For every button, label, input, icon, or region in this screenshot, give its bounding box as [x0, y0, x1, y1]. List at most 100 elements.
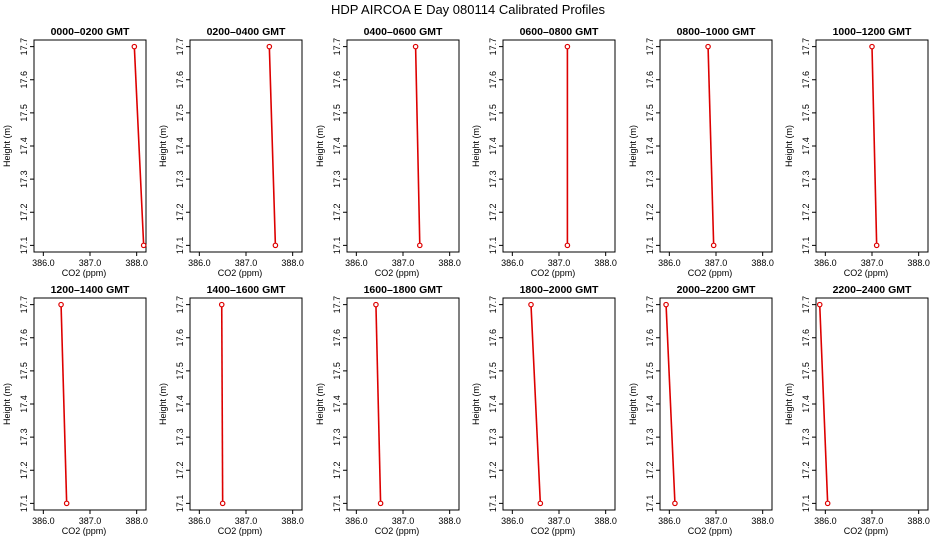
y-tick-label: 17.4: [645, 395, 655, 413]
y-tick-label: 17.7: [645, 296, 655, 314]
x-axis-label: CO2 (ppm): [62, 268, 107, 278]
y-tick-label: 17.3: [332, 170, 342, 188]
x-tick-label: 387.0: [392, 516, 415, 526]
profile-panel: 1600–1800 GMT 386.0 387.0 388.0 17.1 17.2 17.3…: [315, 284, 461, 536]
plot-frame: [189, 39, 303, 253]
y-tick-label: 17.7: [488, 38, 498, 56]
x-tick-label: 387.0: [79, 516, 102, 526]
x-tick-label: 386.0: [814, 516, 837, 526]
y-tick-label: 17.6: [19, 329, 29, 347]
y-tick-label: 17.1: [801, 237, 811, 255]
y-tick-label: 17.6: [488, 329, 498, 347]
y-tick-label: 17.6: [175, 329, 185, 347]
y-tick-label: 17.2: [801, 461, 811, 479]
y-axis-label: Height (m): [315, 125, 325, 167]
profile-panel: 0200–0400 GMT 386.0 387.0 388.0 17.1 17.2 17.3…: [158, 26, 304, 278]
y-tick-label: 17.5: [332, 362, 342, 380]
x-axis-label: CO2 (ppm): [218, 526, 263, 536]
y-tick-label: 17.3: [19, 428, 29, 446]
y-tick-label: 17.1: [801, 495, 811, 513]
x-tick-label: 387.0: [548, 258, 571, 268]
profile-panel: 2200–2400 GMT 386.0 387.0 388.0 17.1 17.2 17.3…: [784, 284, 930, 536]
y-tick-label: 17.3: [645, 428, 655, 446]
profile-point: [672, 500, 678, 507]
y-tick-label: 17.1: [19, 495, 29, 513]
profile-point: [824, 500, 831, 507]
y-axis-label: Height (m): [784, 125, 794, 167]
profile-panel: 2000–2200 GMT 386.0 387.0 388.0 17.1 17.2 17.3…: [628, 284, 774, 536]
x-tick-label: 386.0: [345, 258, 368, 268]
y-axis-label: Height (m): [784, 383, 794, 425]
y-tick-label: 17.4: [645, 137, 655, 155]
y-tick-label: 17.7: [175, 38, 185, 56]
x-tick-label: 386.0: [501, 258, 524, 268]
panel-title: 1800–2000 GMT: [520, 284, 599, 296]
x-axis-label: CO2 (ppm): [688, 526, 733, 536]
profile-panel: 0000–0200 GMT 386.0 387.0 388.0 17.1 17.2 17.3…: [2, 26, 148, 278]
x-tick-label: 388.0: [751, 516, 774, 526]
x-tick-label: 386.0: [501, 516, 524, 526]
profile-line: [60, 304, 68, 504]
y-tick-label: 17.6: [19, 71, 29, 89]
profile-point: [816, 301, 823, 308]
y-axis-label: Height (m): [158, 125, 168, 167]
panel-title: 1000–1200 GMT: [833, 26, 912, 38]
profile-panel: 1400–1600 GMT 386.0 387.0 388.0 17.1 17.2 17.3…: [158, 284, 304, 536]
plot-frame: [346, 39, 460, 253]
profile-point: [272, 242, 279, 249]
y-tick-label: 17.1: [645, 495, 655, 513]
profile-panel: 0800–1000 GMT 386.0 387.0 388.0 17.1 17.2 17.3…: [628, 26, 774, 278]
x-tick-label: 386.0: [814, 258, 837, 268]
y-tick-label: 17.2: [175, 461, 185, 479]
panel-title: 1600–1800 GMT: [364, 284, 443, 296]
x-tick-label: 386.0: [658, 258, 681, 268]
y-tick-label: 17.2: [19, 461, 29, 479]
x-tick-label: 388.0: [751, 258, 774, 268]
panel-title: 0800–1000 GMT: [677, 26, 756, 38]
x-axis-label: CO2 (ppm): [844, 268, 889, 278]
x-tick-label: 387.0: [705, 258, 728, 268]
profile-line: [707, 46, 715, 246]
y-tick-label: 17.6: [801, 71, 811, 89]
profile-line: [530, 304, 542, 504]
y-tick-label: 17.1: [175, 495, 185, 513]
profile-panel: 1800–2000 GMT 386.0 387.0 388.0 17.1 17.2 17.3…: [471, 284, 617, 536]
x-axis-label: CO2 (ppm): [375, 526, 420, 536]
x-tick-label: 388.0: [594, 516, 617, 526]
x-tick-label: 386.0: [188, 258, 211, 268]
y-tick-label: 17.4: [332, 395, 342, 413]
x-tick-label: 387.0: [392, 258, 415, 268]
profile-line: [871, 46, 878, 246]
profile-line: [268, 46, 277, 246]
panel-title: 0600–0800 GMT: [520, 26, 599, 38]
panel-title: 0000–0200 GMT: [51, 26, 130, 38]
y-tick-label: 17.4: [175, 395, 185, 413]
y-tick-label: 17.4: [19, 395, 29, 413]
profile-point: [218, 301, 225, 308]
x-axis-label: CO2 (ppm): [844, 526, 889, 536]
plot-frame: [815, 297, 929, 511]
x-axis-label: CO2 (ppm): [62, 526, 107, 536]
y-tick-label: 17.5: [488, 362, 498, 380]
y-tick-label: 17.5: [488, 104, 498, 122]
y-tick-label: 17.6: [801, 329, 811, 347]
x-tick-label: 386.0: [345, 516, 368, 526]
x-tick-label: 388.0: [907, 258, 930, 268]
profile-point: [869, 43, 875, 50]
y-tick-label: 17.5: [175, 362, 185, 380]
y-tick-label: 17.3: [801, 170, 811, 188]
panel-title: 2200–2400 GMT: [833, 284, 912, 296]
y-axis-label: Height (m): [471, 383, 481, 425]
y-tick-label: 17.1: [175, 237, 185, 255]
panel-title: 0400–0600 GMT: [364, 26, 443, 38]
y-tick-label: 17.1: [488, 237, 498, 255]
profile-point: [564, 43, 571, 50]
plot-frame: [189, 297, 303, 511]
x-tick-label: 386.0: [658, 516, 681, 526]
y-tick-label: 17.7: [801, 296, 811, 314]
y-axis-label: Height (m): [628, 125, 638, 167]
y-tick-label: 17.2: [801, 203, 811, 221]
profile-point: [219, 500, 226, 507]
y-tick-label: 17.2: [488, 461, 498, 479]
y-tick-label: 17.1: [332, 237, 342, 255]
